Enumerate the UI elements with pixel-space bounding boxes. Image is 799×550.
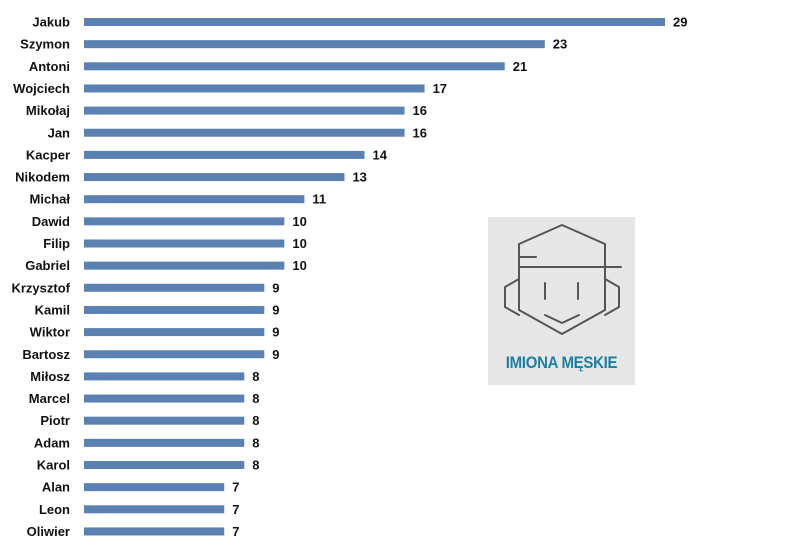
value-label: 13: [352, 170, 366, 185]
category-label: Piotr: [40, 413, 70, 428]
value-label: 7: [232, 502, 239, 517]
bar: [84, 283, 265, 292]
value-label: 9: [272, 302, 279, 317]
bar: [84, 106, 405, 115]
bar: [84, 461, 245, 469]
bar: [84, 328, 265, 337]
category-label: Szymon: [20, 37, 70, 52]
bar: [84, 195, 305, 204]
category-label: Jan: [48, 125, 70, 140]
value-label: 14: [372, 147, 387, 162]
bar: [84, 350, 265, 359]
value-label: 10: [292, 258, 306, 273]
category-label: Gabriel: [25, 258, 70, 273]
bar: [84, 18, 665, 26]
value-label: 11: [312, 192, 326, 207]
logo: IMIONA MĘSKIE: [488, 217, 635, 385]
category-label: Oliwier: [27, 524, 70, 539]
value-label: 23: [553, 37, 567, 52]
value-label: 8: [252, 369, 259, 384]
category-label: Miłosz: [30, 369, 70, 384]
category-label: Karol: [37, 458, 70, 473]
value-label: 29: [673, 15, 687, 30]
value-label: 16: [413, 125, 427, 140]
bar: [84, 394, 245, 403]
bar: [84, 128, 405, 137]
bar: [84, 217, 285, 226]
bar: [84, 527, 225, 536]
value-label: 21: [513, 59, 527, 74]
value-label: 7: [232, 524, 239, 539]
category-label: Bartosz: [22, 347, 70, 362]
category-label: Filip: [43, 236, 70, 251]
category-label: Kamil: [35, 302, 70, 317]
bar: [84, 150, 365, 159]
bar: [84, 62, 505, 71]
category-label: Marcel: [29, 391, 70, 406]
category-label: Antoni: [29, 59, 70, 74]
value-label: 10: [292, 214, 306, 229]
value-label: 8: [252, 435, 259, 450]
category-label: Dawid: [32, 214, 70, 229]
category-label: Alan: [42, 480, 70, 495]
bar: [84, 239, 285, 248]
bar: [84, 305, 265, 314]
category-label: Michał: [30, 192, 71, 207]
bar: [84, 505, 225, 514]
value-label: 10: [292, 236, 306, 251]
value-label: 8: [252, 458, 259, 473]
category-label: Adam: [34, 435, 70, 450]
category-label: Wojciech: [13, 81, 70, 96]
bar: [84, 372, 245, 381]
category-label: Leon: [39, 502, 70, 517]
category-label: Nikodem: [15, 170, 70, 185]
value-label: 9: [272, 347, 279, 362]
bar: [84, 173, 345, 182]
category-label: Krzysztof: [11, 280, 70, 295]
value-label: 7: [232, 480, 239, 495]
category-label: Kacper: [26, 147, 70, 162]
value-label: 8: [252, 391, 259, 406]
bar: [84, 438, 245, 447]
category-label: Wiktor: [30, 325, 70, 340]
boy-face-cap-icon: [504, 224, 622, 335]
value-label: 9: [272, 280, 279, 295]
bar: [84, 483, 225, 492]
value-label: 17: [433, 81, 447, 96]
bar: [84, 261, 285, 270]
bar: [84, 416, 245, 425]
value-label: 16: [413, 103, 427, 118]
value-label: 9: [272, 325, 279, 340]
bar: [84, 40, 545, 49]
value-label: 8: [252, 413, 259, 428]
logo-text: IMIONA MĘSKIE: [505, 353, 618, 372]
bar: [84, 84, 425, 93]
category-label: Mikołaj: [26, 103, 70, 118]
category-label: Jakub: [32, 15, 70, 30]
